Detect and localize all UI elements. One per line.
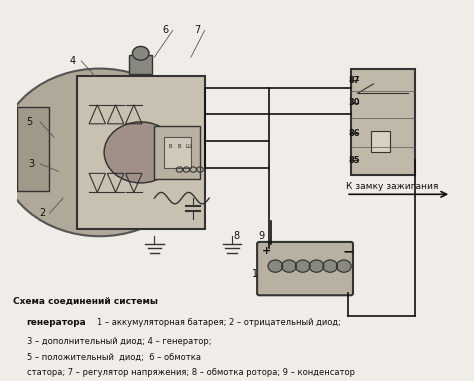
Text: 87: 87 [348, 75, 360, 85]
Text: Схема соединений системы: Схема соединений системы [13, 297, 158, 306]
Text: 2: 2 [39, 208, 46, 218]
Text: Б: Б [178, 144, 181, 149]
Circle shape [295, 260, 310, 272]
Bar [155, 126, 200, 179]
Bar [351, 69, 415, 175]
Text: Ш: Ш [186, 144, 191, 149]
Text: −: − [343, 244, 354, 258]
Bar [129, 55, 152, 74]
Circle shape [0, 69, 200, 236]
Text: К замку зажигания: К замку зажигания [346, 181, 438, 190]
Circle shape [282, 260, 296, 272]
Circle shape [132, 46, 149, 60]
Text: 5: 5 [26, 117, 32, 127]
Bar [18, 107, 49, 190]
Text: 4: 4 [69, 56, 75, 66]
Text: 3 – дополнительный диод; 4 – генератор;: 3 – дополнительный диод; 4 – генератор; [27, 337, 211, 346]
Text: генератора: генератора [27, 318, 86, 327]
Text: 8: 8 [234, 231, 240, 241]
Text: статора; 7 – регулятор напряжения; 8 – обмотка ротора; 9 – конденсатор: статора; 7 – регулятор напряжения; 8 – о… [27, 368, 355, 377]
Bar [164, 137, 191, 168]
Text: 3: 3 [28, 159, 34, 169]
Circle shape [104, 122, 177, 183]
Bar [371, 131, 390, 152]
Text: 86: 86 [348, 129, 360, 138]
Text: 6: 6 [163, 26, 169, 35]
Text: 5 – положительный  диод;  6 – обмотка: 5 – положительный диод; 6 – обмотка [27, 352, 201, 362]
Text: Б: Б [169, 144, 172, 149]
Text: 85: 85 [348, 155, 360, 165]
Text: 1: 1 [252, 269, 258, 279]
Circle shape [268, 260, 283, 272]
Circle shape [337, 260, 351, 272]
Text: +: + [262, 246, 271, 256]
Text: 7: 7 [195, 26, 201, 35]
Text: 30: 30 [348, 98, 360, 107]
Text: 9: 9 [259, 231, 265, 241]
Bar [77, 76, 205, 229]
FancyBboxPatch shape [257, 242, 353, 295]
Circle shape [309, 260, 324, 272]
Text: 1 – аккумуляторная батарея; 2 – отрицательный диод;: 1 – аккумуляторная батарея; 2 – отрицате… [97, 318, 341, 327]
Circle shape [323, 260, 337, 272]
